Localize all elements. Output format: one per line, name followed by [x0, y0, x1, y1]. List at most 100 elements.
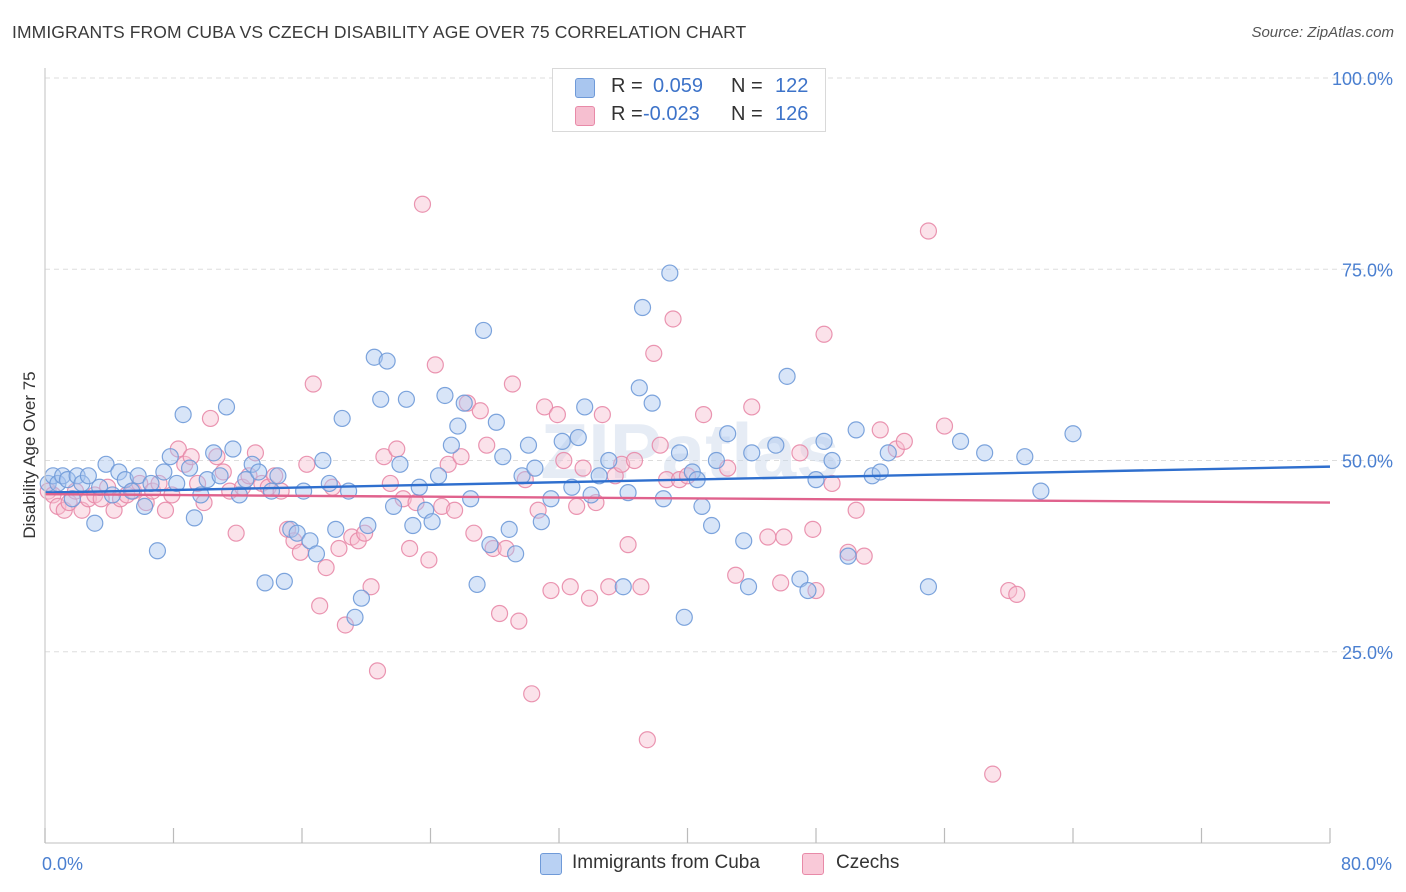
stats-box: R = 0.059 N = 122 R = -0.023 N = 126	[552, 68, 826, 132]
czechs-point	[984, 765, 1002, 783]
czechs-point	[317, 558, 335, 577]
czechs-point	[743, 398, 761, 416]
czechs-point	[772, 574, 790, 592]
cuba-point	[224, 440, 242, 458]
cuba-point	[871, 463, 889, 481]
czechs-point	[510, 612, 528, 630]
n-value: 126	[775, 103, 809, 125]
cuba-point	[129, 467, 147, 485]
cuba-point	[487, 413, 505, 431]
cuba-point	[633, 298, 652, 317]
cuba-point	[307, 545, 326, 563]
cuba-point	[442, 436, 460, 454]
czechs-point	[311, 597, 329, 615]
cuba-point	[767, 436, 785, 454]
czechs-point	[645, 344, 663, 362]
cuba-point	[576, 398, 594, 416]
y-tick-label: 75.0%	[1342, 260, 1393, 280]
cuba-point	[839, 547, 857, 565]
cuba-point	[815, 432, 833, 450]
x-tick-label-max: 80.0%	[1341, 854, 1392, 874]
czechs-point	[613, 455, 631, 473]
cuba-point	[563, 478, 581, 496]
cuba-point	[423, 513, 441, 531]
cuba-point	[288, 524, 306, 542]
cuba-point	[807, 471, 825, 489]
cuba-point	[919, 578, 938, 596]
cuba-point	[86, 514, 104, 532]
cuba-point	[314, 451, 332, 470]
czechs-point	[478, 436, 496, 454]
cuba-point	[976, 444, 994, 462]
czechs-point	[426, 356, 444, 374]
cuba-point	[553, 432, 571, 450]
czechs-point	[375, 448, 393, 466]
y-axis-label: Disability Age Over 75	[20, 371, 39, 539]
cuba-point	[468, 575, 486, 594]
czechs-point	[381, 474, 399, 493]
cuba-point	[693, 497, 711, 515]
stats-row-cuba: R = 0.059 N = 122	[553, 73, 825, 103]
czechs-point	[362, 578, 380, 596]
cuba-point	[702, 516, 721, 535]
trend-layer	[44, 465, 1331, 504]
czechs-point	[465, 524, 483, 542]
r-label: R =	[611, 75, 643, 97]
cuba-point	[661, 264, 679, 282]
cuba-point	[198, 471, 216, 489]
czechs-point	[847, 501, 865, 519]
czechs-point	[304, 375, 322, 393]
legend-swatch-czechs	[802, 853, 824, 875]
czechs-point	[895, 432, 913, 450]
legend-label-czechs: Czechs	[836, 852, 900, 873]
cuba-point	[180, 459, 199, 477]
stats-row-czechs: R = -0.023 N = 126	[553, 101, 825, 131]
cuba-point	[582, 486, 600, 504]
cuba-point	[1032, 482, 1050, 500]
czechs-point	[503, 375, 522, 393]
czechs-point	[523, 685, 541, 703]
cuba-point	[397, 390, 416, 408]
cuba-point	[481, 536, 499, 554]
cuba-point	[142, 474, 160, 493]
czechs-point	[368, 662, 387, 680]
cuba-point	[320, 474, 338, 493]
czechs-point	[227, 524, 245, 542]
czechs-point	[619, 536, 637, 554]
cuba-point	[1064, 425, 1082, 443]
legend: Immigrants from Cuba Czechs	[540, 850, 899, 878]
legend-swatch-cuba	[540, 853, 562, 875]
cuba-point	[352, 589, 371, 607]
czechs-point	[638, 731, 656, 749]
n-label: N =	[731, 103, 763, 125]
cuba-point	[269, 467, 287, 485]
czechs-point	[388, 440, 406, 458]
cuba-point	[542, 490, 560, 508]
czechs-point	[330, 539, 348, 558]
czechs-point	[919, 222, 938, 240]
czechs-point	[775, 528, 793, 546]
czechs-point	[727, 566, 745, 584]
cuba-point	[365, 348, 383, 366]
cuba-point	[719, 425, 737, 443]
czechs-point	[471, 402, 489, 420]
r-value: -0.023	[643, 103, 700, 125]
czechs-point	[535, 398, 554, 416]
cuba-point	[462, 490, 480, 508]
cuba-point	[410, 478, 428, 496]
czechs-point	[632, 578, 650, 596]
axis-layer: 25.0% 50.0% 75.0% 100.0% 0.0% 80.0%	[42, 68, 1393, 874]
cuba-point	[79, 467, 97, 485]
cuba-point	[174, 406, 192, 424]
czechs-point	[625, 451, 644, 470]
cuba-point	[378, 352, 396, 370]
cuba-point	[275, 572, 293, 590]
cuba-point	[250, 463, 268, 481]
chart-source: Source: ZipAtlas.com	[1251, 24, 1394, 41]
cuba-point	[735, 532, 753, 550]
cuba-point	[256, 574, 274, 592]
cuba-point	[391, 455, 409, 473]
czechs-point	[574, 459, 592, 477]
czechs-point	[201, 409, 220, 428]
